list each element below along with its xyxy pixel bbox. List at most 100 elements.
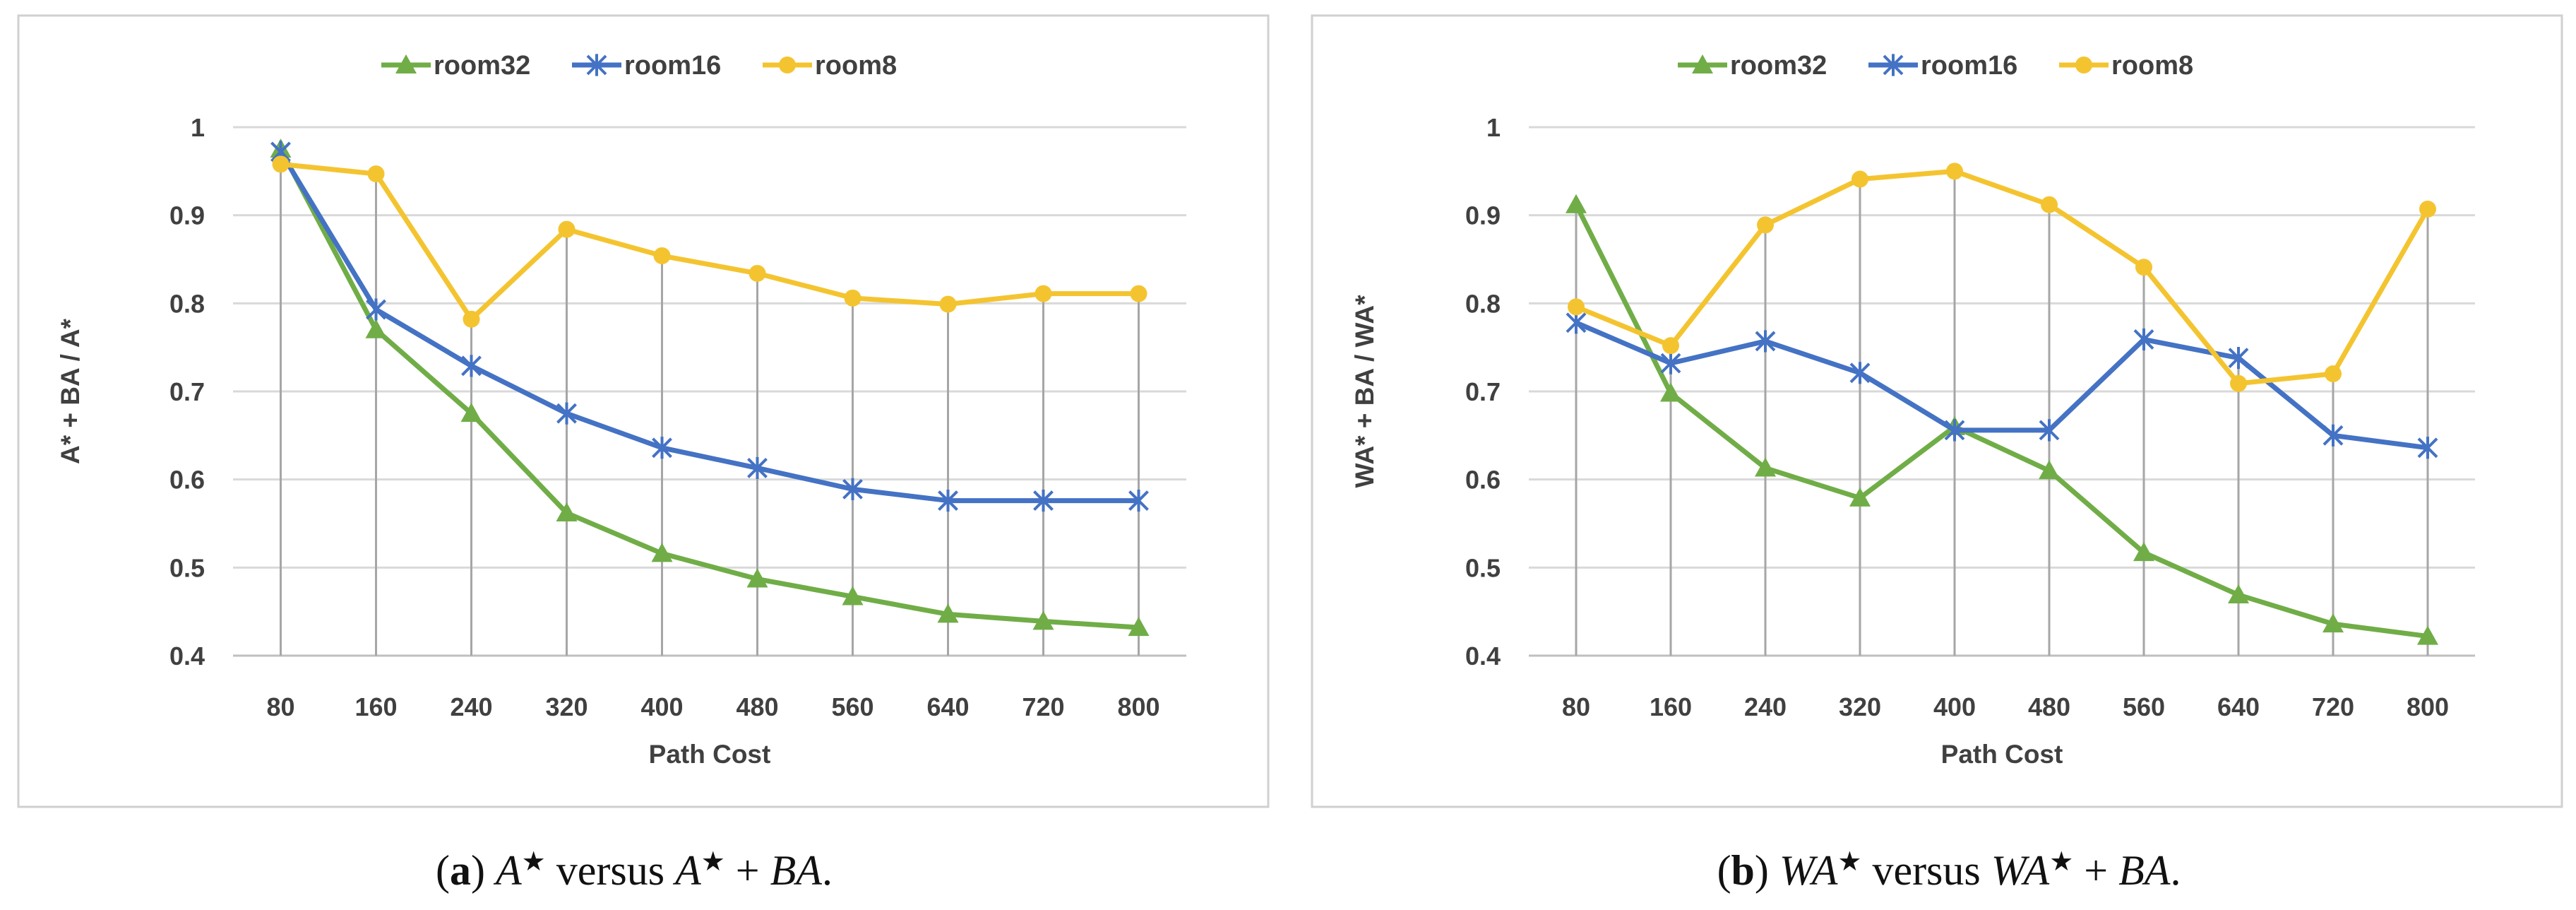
y-tick-label: 0.5 [169,553,205,582]
legend-label-room8: room8 [815,51,897,81]
caption-part: ★ [701,847,725,877]
data-point-room8 [1946,162,1963,180]
data-point-room8 [749,264,766,282]
chart-panel-b: 0.4 0.5 0.6 0.7 0.8 0.9 1 80 160 240 320 400 480 560 6… [1311,14,2563,894]
caption-part: ★ [522,847,546,877]
data-point-room8 [2041,196,2058,213]
caption-part: A [493,847,522,894]
x-tick-label: 160 [354,692,397,721]
data-point-room8 [1568,298,1585,316]
data-point-room16 [1566,312,1587,334]
data-point-room32 [2228,584,2249,603]
x-tick-label: 400 [640,692,683,721]
caption-part: ★ [1837,847,1861,877]
caption-part: BA [770,847,823,894]
legend-label-room16: room16 [1921,51,2017,81]
data-point-room16 [1033,489,1054,512]
legend-marker-room16 [1883,54,1904,76]
panel-frame [1311,14,2563,808]
caption-part: + [725,847,770,894]
data-point-room32 [2322,613,2344,633]
y-tick-label: 0.7 [169,377,205,406]
y-tick-label: 0.5 [1465,553,1501,582]
y-tick-label: 0.8 [169,289,205,318]
series-line-room16 [278,150,1139,504]
data-point-room32 [1032,610,1054,630]
caption-part: ★ [2049,847,2073,877]
chart-panel-a: 0.4 0.5 0.6 0.7 0.8 0.9 1 80 160 240 320 400 480 560 6… [17,14,1270,894]
data-point-room8 [2325,365,2342,383]
data-point-room32 [2133,542,2154,562]
data-point-room16 [2228,347,2249,370]
data-point-room32 [365,319,387,338]
data-point-room8 [844,289,861,307]
data-point-room8 [939,295,957,313]
legend-marker-room8 [779,57,796,73]
caption-close: ) [471,847,485,894]
data-point-room16 [1755,330,1776,353]
data-point-room8 [1852,170,1868,188]
data-point-room32 [746,568,768,588]
data-point-room32 [1660,382,1681,402]
data-point-room16 [556,402,577,425]
x-tick-label: 320 [1839,692,1881,721]
x-axis-title: Path Cost [649,740,771,769]
legend-marker-room16 [586,54,607,76]
y-axis-title: A* + BA / A* [56,318,85,464]
y-tick-label: 0.7 [1465,377,1501,406]
data-point-room32 [1566,194,1587,213]
caption-label: a [450,847,471,894]
y-tick-label: 0.6 [1465,466,1501,495]
x-tick-label: 640 [926,692,969,721]
data-point-room32 [842,586,864,605]
legend-marker-room8 [2075,57,2092,73]
y-tick-label: 0.9 [169,201,205,230]
caption-part [485,847,496,894]
data-point-room8 [1662,337,1679,355]
caption-part: A [672,847,701,894]
series-line-room32 [278,148,1139,630]
panel-caption: (a) A★ versus A★ + BA. [436,847,833,894]
y-tick-label: 0.9 [1465,201,1501,230]
x-tick-label: 80 [266,692,294,721]
data-point-room16 [2039,419,2060,442]
data-point-room32 [651,543,673,562]
x-tick-label: 480 [2028,692,2070,721]
data-point-room16 [366,298,386,321]
caption-close: ) [1755,847,1769,894]
data-point-room8 [1130,285,1147,302]
data-point-room16 [1944,419,1965,442]
data-point-room8 [653,247,671,265]
legend-label-room32: room32 [434,51,530,81]
legend-label-room32: room32 [1730,51,1827,81]
x-tick-label: 80 [1562,692,1590,721]
x-tick-label: 560 [831,692,873,721]
data-point-room32 [1128,617,1150,637]
data-point-room32 [2417,625,2438,645]
data-point-room16 [461,355,482,377]
x-tick-label: 720 [2312,692,2354,721]
y-tick-label: 1 [1486,113,1501,142]
legend: room32 room16 room8 [381,51,897,81]
x-tick-label: 240 [1744,692,1787,721]
data-point-room8 [558,220,576,238]
legend: room32 room16 room8 [1678,51,2193,81]
caption-part: WA [1991,847,2050,894]
x-tick-label: 800 [1117,692,1159,721]
data-point-room16 [938,489,958,512]
series-line-room8 [280,161,1139,322]
legend-label-room16: room16 [624,51,721,81]
legend-marker-room32 [395,54,417,73]
x-tick-label: 800 [2407,692,2449,721]
panel-caption: (b) WA★ versus WA★ + BA. [1717,847,2181,894]
caption-part: versus [1861,847,1991,894]
series-line-room32 [1573,203,2428,639]
data-point-room8 [367,165,385,183]
y-tick-label: 0.8 [1465,289,1501,318]
caption-part [1769,847,1779,894]
data-point-room32 [460,403,482,422]
x-tick-label: 400 [1933,692,1976,721]
x-tick-label: 640 [2217,692,2260,721]
series-line-room8 [1575,168,2431,386]
